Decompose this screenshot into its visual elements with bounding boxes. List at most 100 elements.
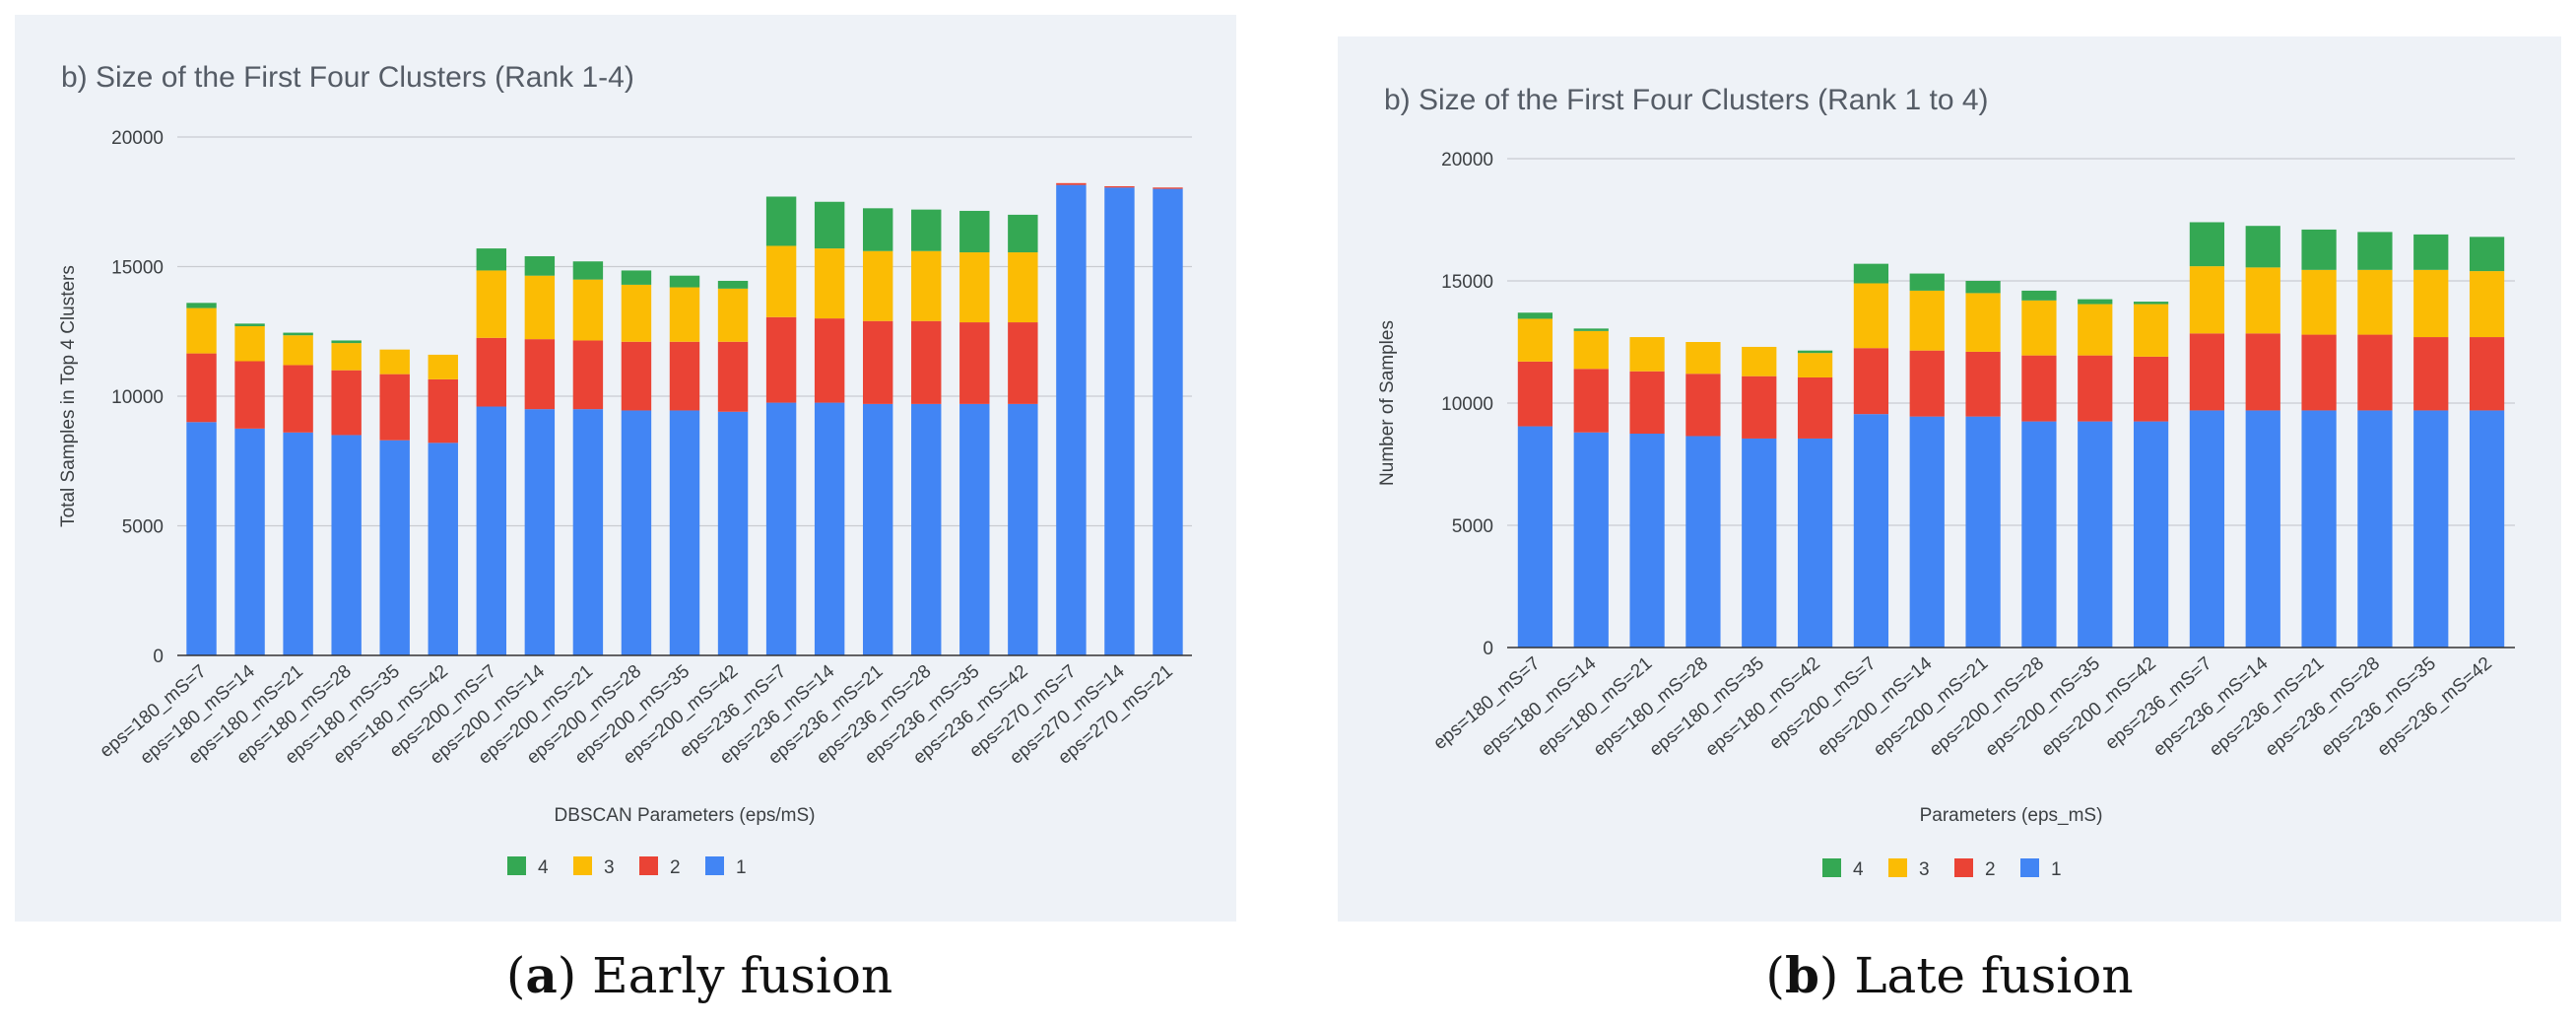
bar-segment-2 bbox=[1104, 185, 1135, 188]
bar-segment-1 bbox=[2301, 410, 2337, 648]
bar-segment-2 bbox=[2357, 334, 2393, 411]
bar-segment-2 bbox=[379, 374, 410, 441]
bar-segment-3 bbox=[2133, 304, 2169, 357]
bar-segment-4 bbox=[1909, 273, 1945, 291]
bar-segment-4 bbox=[911, 209, 942, 251]
bar-segment-2 bbox=[1685, 374, 1721, 437]
stacked-bar-chart-late-fusion: b) Size of the First Four Clusters (Rank… bbox=[1377, 84, 2515, 880]
bar-segment-3 bbox=[717, 288, 749, 342]
bar-segment-4 bbox=[765, 196, 797, 246]
bar-segment-3 bbox=[959, 252, 990, 323]
bar-segment-2 bbox=[572, 340, 604, 410]
bar-segment-3 bbox=[2357, 269, 2393, 335]
bar-segment-1 bbox=[765, 402, 797, 655]
bar-segment-4 bbox=[814, 201, 845, 249]
bar-segment-1 bbox=[2357, 410, 2393, 648]
bar-segment-1 bbox=[2021, 421, 2057, 648]
legend-label: 1 bbox=[2051, 859, 2062, 880]
bar-segment-1 bbox=[814, 402, 845, 655]
bar-segment-2 bbox=[2021, 355, 2057, 422]
bar-segment-2 bbox=[2245, 333, 2280, 411]
bar-segment-3 bbox=[765, 245, 797, 317]
legend-swatch-3 bbox=[1888, 858, 1907, 877]
bar-segment-1 bbox=[2469, 410, 2505, 648]
bar-segment-4 bbox=[283, 332, 313, 336]
bar-segment-4 bbox=[2301, 229, 2337, 270]
bar-segment-3 bbox=[428, 354, 458, 379]
bar-segment-4 bbox=[669, 275, 700, 288]
bar-segment-1 bbox=[1965, 416, 2001, 648]
bar-segment-2 bbox=[862, 320, 893, 404]
chart-title: b) Size of the First Four Clusters (Rank… bbox=[1384, 84, 1989, 116]
legend-swatch-2 bbox=[639, 856, 658, 875]
legend-swatch-4 bbox=[507, 856, 526, 875]
bar-segment-4 bbox=[2133, 302, 2169, 305]
bar-segment-1 bbox=[572, 409, 604, 655]
y-tick-label: 20000 bbox=[111, 128, 164, 149]
x-axis-label: Parameters (eps_mS) bbox=[1920, 805, 2103, 826]
chart-panel-late-fusion: b) Size of the First Four Clusters (Rank… bbox=[1338, 36, 2561, 922]
bar-segment-1 bbox=[1909, 416, 1945, 648]
bar-segment-3 bbox=[1742, 346, 1777, 376]
bar-segment-2 bbox=[1573, 369, 1609, 433]
caption-text: Early fusion bbox=[592, 947, 893, 1004]
bar-segment-2 bbox=[283, 365, 313, 433]
bar-segment-2 bbox=[717, 341, 749, 412]
legend: 4 3 2 1 bbox=[507, 856, 747, 878]
legend-swatch-1 bbox=[705, 856, 724, 875]
chart-title: b) Size of the First Four Clusters (Rank… bbox=[61, 61, 634, 94]
bar-segment-4 bbox=[2021, 290, 2057, 301]
y-axis-label: Number of Samples bbox=[1377, 320, 1398, 486]
bar-segment-2 bbox=[186, 353, 217, 423]
bar-segment-3 bbox=[476, 270, 507, 338]
bar-segment-1 bbox=[186, 422, 217, 655]
bar-segment-2 bbox=[2133, 356, 2169, 422]
bar-segment-3 bbox=[1629, 337, 1665, 372]
bar-segment-1 bbox=[862, 403, 893, 655]
bar-segment-3 bbox=[2021, 300, 2057, 356]
bar-segment-3 bbox=[2078, 304, 2113, 356]
bar-segment-3 bbox=[911, 250, 942, 321]
bar-segment-3 bbox=[1008, 252, 1038, 323]
y-tick-label: 5000 bbox=[1452, 516, 1493, 537]
bar-segment-2 bbox=[476, 337, 507, 407]
y-tick-label: 10000 bbox=[1441, 394, 1493, 415]
caption-letter: b bbox=[1784, 946, 1819, 1004]
bar-segment-1 bbox=[428, 443, 458, 655]
bar-segment-3 bbox=[1853, 283, 1889, 349]
bar-segment-4 bbox=[959, 210, 990, 253]
bar-segment-4 bbox=[476, 248, 507, 271]
bar-segment-3 bbox=[379, 349, 410, 375]
bar-segment-3 bbox=[2301, 269, 2337, 335]
bar-segment-2 bbox=[669, 341, 700, 411]
legend-label: 1 bbox=[736, 857, 747, 878]
bar-segment-2 bbox=[2469, 337, 2505, 411]
legend-label: 3 bbox=[604, 857, 615, 878]
caption-letter: a bbox=[525, 946, 558, 1004]
bar-segment-1 bbox=[1573, 432, 1609, 648]
bar-segment-1 bbox=[1153, 188, 1183, 655]
bar-segment-2 bbox=[234, 361, 265, 429]
bar-segment-3 bbox=[1517, 318, 1553, 362]
bar-segment-3 bbox=[1685, 342, 1721, 375]
y-tick-label: 15000 bbox=[1441, 272, 1493, 293]
bar-segment-4 bbox=[1517, 312, 1553, 319]
bar-segment-3 bbox=[2469, 271, 2505, 338]
bar-segment-2 bbox=[814, 318, 845, 403]
bar-segment-3 bbox=[1965, 293, 2001, 352]
bar-segment-2 bbox=[1797, 376, 1833, 439]
y-tick-label: 15000 bbox=[111, 258, 164, 279]
y-axis-label: Total Samples in Top 4 Clusters bbox=[58, 265, 79, 527]
bar-segment-4 bbox=[234, 323, 265, 326]
legend-label: 2 bbox=[1985, 859, 1996, 880]
y-tick-label: 5000 bbox=[122, 517, 164, 538]
bar-segment-1 bbox=[2245, 410, 2280, 648]
bar-segment-2 bbox=[1742, 375, 1777, 439]
bar-segment-1 bbox=[476, 406, 507, 655]
bar-segment-1 bbox=[524, 409, 556, 655]
bar-segment-1 bbox=[2189, 410, 2225, 648]
bar-segment-4 bbox=[186, 303, 217, 308]
bar-segment-3 bbox=[331, 343, 362, 371]
y-tick-label: 20000 bbox=[1441, 150, 1493, 171]
bar-segment-1 bbox=[1056, 184, 1087, 655]
